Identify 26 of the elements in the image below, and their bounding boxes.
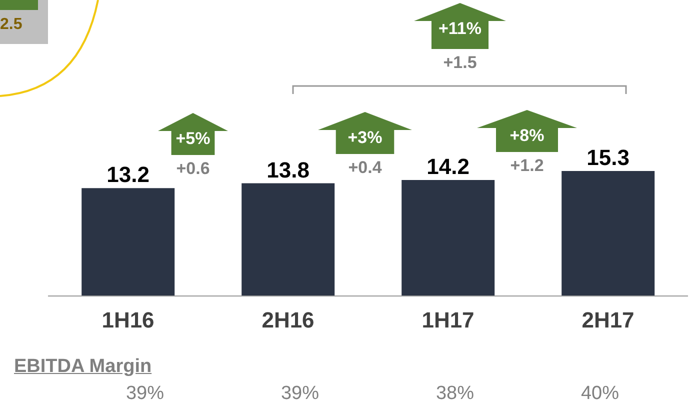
x-tick-label: 1H16 bbox=[102, 308, 154, 333]
annotation: +0.6 bbox=[175, 159, 211, 179]
text: 39% bbox=[280, 383, 320, 405]
text: +3% bbox=[346, 128, 384, 148]
annotation: +1.2 bbox=[509, 156, 545, 176]
x-tick-label: 2H16 bbox=[262, 308, 314, 333]
bar bbox=[402, 180, 495, 296]
data-label: 13.8 bbox=[266, 157, 310, 182]
text: 38% bbox=[434, 383, 476, 405]
bar bbox=[242, 183, 335, 296]
annotation: +0.4 bbox=[347, 158, 383, 178]
text: +1.5 bbox=[442, 53, 478, 73]
data-label: 15.3 bbox=[586, 145, 630, 170]
text: EBITDA Margin bbox=[14, 356, 152, 378]
bar bbox=[82, 188, 175, 296]
x-tick-label: 1H17 bbox=[422, 308, 474, 333]
text: 39% bbox=[124, 383, 166, 405]
text: +5% bbox=[174, 129, 212, 149]
bar bbox=[562, 171, 655, 296]
data-label: 13.2 bbox=[106, 162, 150, 188]
text: +8% bbox=[508, 126, 546, 146]
text: +11% bbox=[437, 19, 482, 39]
text: 2.5 bbox=[0, 16, 22, 34]
x-tick-label: 2H17 bbox=[582, 308, 634, 333]
text: 40% bbox=[580, 383, 620, 405]
data-label: 14.2 bbox=[426, 154, 470, 179]
